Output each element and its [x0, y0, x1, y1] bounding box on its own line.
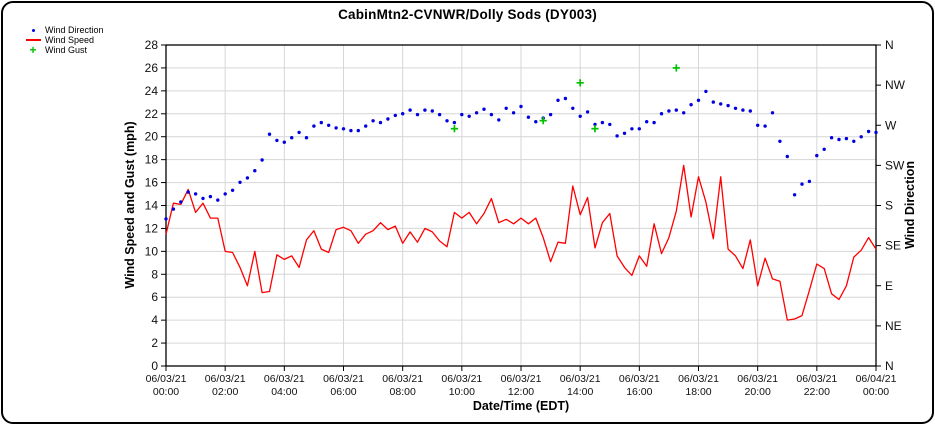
- svg-text:W: W: [885, 118, 897, 132]
- svg-text:N: N: [885, 38, 894, 52]
- svg-text:06/03/21: 06/03/21: [737, 373, 778, 385]
- svg-text:06/03/21: 06/03/21: [264, 373, 305, 385]
- svg-text:S: S: [885, 199, 893, 213]
- svg-text:02:00: 02:00: [212, 386, 238, 398]
- legend-item-wind-gust: + Wind Gust: [25, 42, 104, 57]
- legend-label-wind-speed: Wind Speed: [45, 35, 95, 45]
- legend-label-wind-gust: Wind Gust: [45, 45, 88, 55]
- svg-text:SW: SW: [885, 158, 905, 172]
- svg-text:22:00: 22:00: [804, 386, 830, 398]
- wind-speed-marker-icon: [25, 39, 41, 41]
- svg-text:06/03/21: 06/03/21: [146, 373, 187, 385]
- svg-text:14:00: 14:00: [567, 386, 593, 398]
- svg-text:2: 2: [151, 336, 158, 350]
- svg-text:06/03/21: 06/03/21: [382, 373, 423, 385]
- svg-text:06/03/21: 06/03/21: [441, 373, 482, 385]
- wind-speed-line: [165, 164, 877, 321]
- right-tick-labels: N NW W SW S SE E NE N: [885, 38, 906, 373]
- svg-text:06/03/21: 06/03/21: [501, 373, 542, 385]
- wind-gust-markers: [450, 64, 680, 133]
- svg-text:22: 22: [145, 107, 159, 121]
- legend-label-wind-direction: Wind Direction: [45, 25, 104, 35]
- svg-text:06/03/21: 06/03/21: [796, 373, 837, 385]
- svg-text:06/04/21: 06/04/21: [856, 373, 897, 385]
- svg-text:06/03/21: 06/03/21: [560, 373, 601, 385]
- axis-ticks: [161, 44, 881, 371]
- svg-text:12: 12: [145, 221, 159, 235]
- svg-text:08:00: 08:00: [390, 386, 416, 398]
- svg-text:14: 14: [145, 199, 159, 213]
- svg-text:0: 0: [151, 359, 158, 373]
- svg-text:6: 6: [151, 290, 158, 304]
- svg-text:SE: SE: [885, 239, 901, 253]
- svg-text:26: 26: [145, 61, 159, 75]
- svg-text:00:00: 00:00: [863, 386, 889, 398]
- svg-text:06/03/21: 06/03/21: [205, 373, 246, 385]
- svg-text:NW: NW: [885, 78, 906, 92]
- svg-text:06:00: 06:00: [330, 386, 356, 398]
- right-axis-title: Wind Direction: [903, 160, 917, 250]
- wind-direction-points: [164, 89, 878, 221]
- legend: Wind Direction Wind Speed + Wind Gust: [25, 25, 104, 57]
- svg-text:10: 10: [145, 244, 159, 258]
- svg-text:12:00: 12:00: [508, 386, 534, 398]
- svg-text:06/03/21: 06/03/21: [323, 373, 364, 385]
- legend-item-wind-speed: Wind Speed: [25, 35, 104, 45]
- svg-text:24: 24: [145, 84, 159, 98]
- svg-text:8: 8: [151, 267, 158, 281]
- svg-text:06/03/21: 06/03/21: [619, 373, 660, 385]
- svg-text:20: 20: [145, 130, 159, 144]
- svg-text:E: E: [885, 279, 893, 293]
- gridlines: [166, 45, 876, 366]
- wind-gust-marker-icon: +: [29, 42, 37, 57]
- svg-text:18:00: 18:00: [685, 386, 711, 398]
- svg-text:20:00: 20:00: [745, 386, 771, 398]
- svg-text:4: 4: [151, 313, 158, 327]
- chart-title: CabinMtn2-CVNWR/Dolly Sods (DY003): [338, 7, 597, 22]
- svg-text:06/03/21: 06/03/21: [678, 373, 719, 385]
- svg-text:N: N: [885, 359, 894, 373]
- x-axis-title: Date/Time (EDT): [472, 399, 570, 413]
- svg-text:28: 28: [145, 38, 159, 52]
- svg-text:00:00: 00:00: [153, 386, 179, 398]
- legend-item-wind-direction: Wind Direction: [25, 25, 104, 35]
- wind-direction-marker-icon: [25, 28, 41, 32]
- x-tick-labels: 06/03/2100:0006/03/2102:0006/03/2104:000…: [146, 373, 897, 398]
- svg-text:10:00: 10:00: [449, 386, 475, 398]
- svg-text:16: 16: [145, 176, 159, 190]
- left-axis-title: Wind Speed and Gust (mph): [123, 121, 137, 289]
- svg-text:18: 18: [145, 153, 159, 167]
- svg-text:NE: NE: [885, 319, 902, 333]
- svg-text:16:00: 16:00: [626, 386, 652, 398]
- svg-text:04:00: 04:00: [271, 386, 297, 398]
